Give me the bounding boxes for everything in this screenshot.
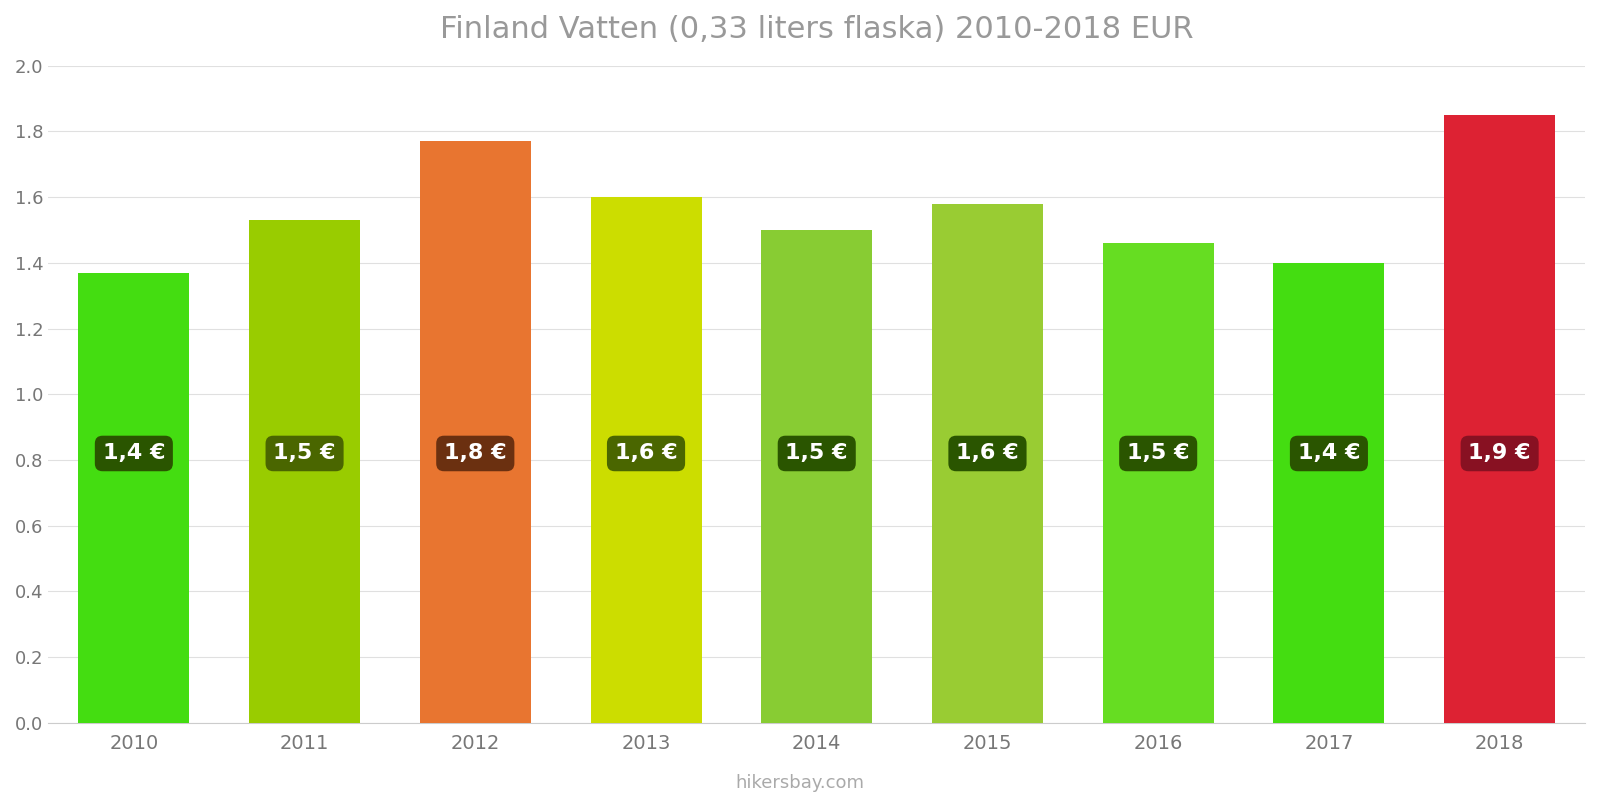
Bar	[250, 220, 360, 723]
Bar	[419, 142, 531, 723]
Bar	[78, 273, 189, 723]
Text: 1,9 €: 1,9 €	[1469, 443, 1531, 463]
Text: 1,5 €: 1,5 €	[786, 443, 848, 463]
Text: 1,4 €: 1,4 €	[1298, 443, 1360, 463]
Text: 1,6 €: 1,6 €	[957, 443, 1019, 463]
Text: 1,6 €: 1,6 €	[614, 443, 677, 463]
Text: hikersbay.com: hikersbay.com	[736, 774, 864, 792]
Bar	[762, 230, 872, 723]
Bar	[1274, 263, 1384, 723]
Text: 1,5 €: 1,5 €	[1126, 443, 1189, 463]
Bar	[931, 204, 1043, 723]
Text: 1,5 €: 1,5 €	[274, 443, 336, 463]
Bar	[1445, 115, 1555, 723]
Text: 1,4 €: 1,4 €	[102, 443, 165, 463]
Bar	[1102, 243, 1214, 723]
Title: Finland Vatten (0,33 liters flaska) 2010-2018 EUR: Finland Vatten (0,33 liters flaska) 2010…	[440, 15, 1194, 44]
Bar	[590, 198, 701, 723]
Text: 1,8 €: 1,8 €	[443, 443, 507, 463]
